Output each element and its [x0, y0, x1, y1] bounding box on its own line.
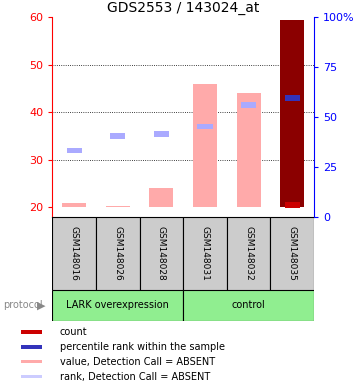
Bar: [280, 20, 304, 207]
Bar: [193, 84, 217, 207]
Bar: [96, 217, 140, 290]
Bar: [21, 360, 42, 364]
Text: GSM148016: GSM148016: [70, 226, 79, 281]
Bar: [149, 189, 173, 207]
Bar: [197, 124, 213, 129]
Text: GSM148035: GSM148035: [288, 226, 297, 281]
Bar: [62, 203, 86, 207]
Text: GSM148031: GSM148031: [200, 226, 209, 281]
Bar: [183, 290, 314, 321]
Text: count: count: [60, 327, 87, 337]
Text: LARK overexpression: LARK overexpression: [66, 300, 169, 310]
Bar: [140, 217, 183, 290]
Bar: [270, 217, 314, 290]
Bar: [106, 206, 130, 207]
Text: GSM148028: GSM148028: [157, 226, 166, 281]
Bar: [66, 147, 82, 153]
Bar: [21, 375, 42, 378]
Bar: [284, 202, 300, 208]
Text: rank, Detection Call = ABSENT: rank, Detection Call = ABSENT: [60, 372, 210, 382]
Bar: [241, 103, 256, 108]
Bar: [227, 217, 270, 290]
Text: GSM148032: GSM148032: [244, 226, 253, 281]
Text: percentile rank within the sample: percentile rank within the sample: [60, 342, 225, 352]
Bar: [52, 217, 96, 290]
Bar: [183, 217, 227, 290]
Bar: [21, 330, 42, 334]
Text: ▶: ▶: [37, 300, 46, 310]
Text: control: control: [232, 300, 265, 310]
Text: protocol: protocol: [4, 300, 43, 310]
Bar: [52, 290, 183, 321]
Title: GDS2553 / 143024_at: GDS2553 / 143024_at: [107, 1, 260, 15]
Bar: [237, 93, 261, 207]
Bar: [21, 345, 42, 349]
Text: value, Detection Call = ABSENT: value, Detection Call = ABSENT: [60, 357, 215, 367]
Text: GSM148026: GSM148026: [113, 226, 122, 281]
Bar: [284, 95, 300, 101]
Bar: [110, 133, 125, 139]
Bar: [154, 131, 169, 137]
